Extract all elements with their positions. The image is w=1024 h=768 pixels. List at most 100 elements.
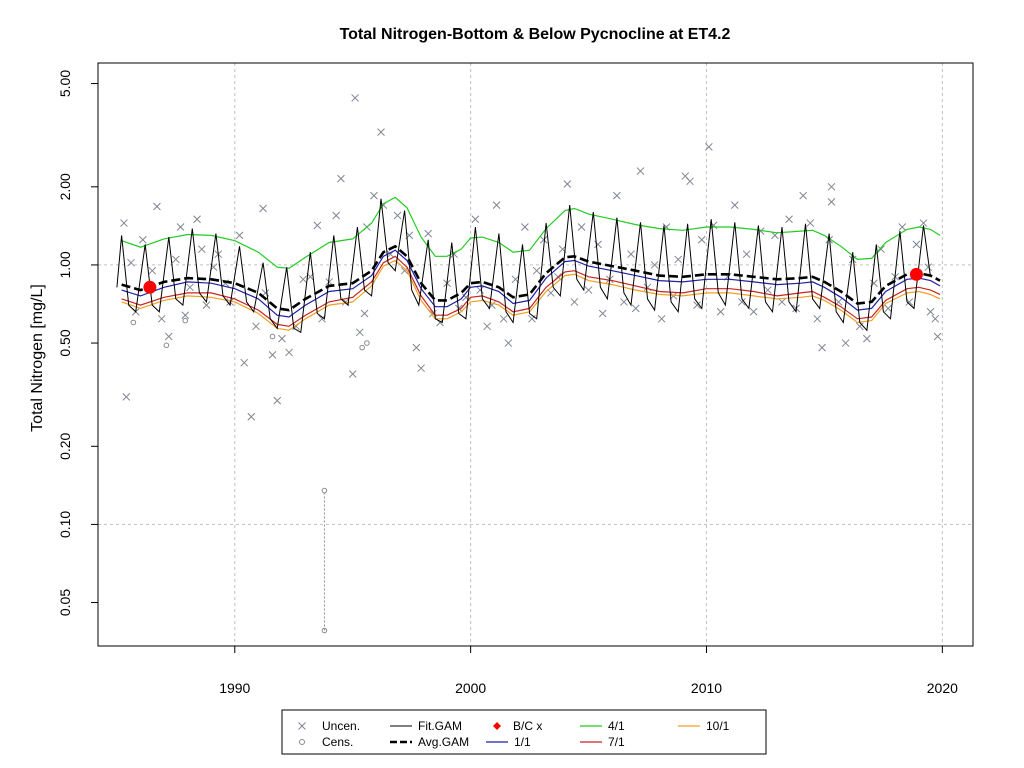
uncensored-point-stroke	[933, 332, 942, 341]
uncensored-point-stroke	[827, 182, 836, 191]
uncensored-point	[806, 219, 815, 227]
legend-cens-label: Cens.	[322, 735, 353, 749]
uncensored-point	[171, 255, 180, 264]
uncensored-point-stroke	[325, 278, 333, 286]
uncensored-point-stroke	[186, 283, 194, 292]
uncensored-point-stroke	[785, 215, 793, 224]
uncensored-point	[393, 211, 402, 220]
uncensored-point-stroke	[424, 229, 433, 238]
uncensored-point	[504, 339, 513, 347]
x-tick-label: 2020	[927, 680, 958, 696]
uncensored-point-stroke	[476, 286, 484, 294]
uncensored-point	[157, 314, 166, 323]
uncensored-point-stroke	[247, 412, 256, 421]
legend-uncen-symbol	[298, 722, 306, 730]
uncensored-point-stroke	[153, 202, 161, 211]
censored-point	[163, 342, 170, 349]
uncensored-point	[650, 261, 659, 269]
series-line-4-1	[121, 196, 941, 270]
uncensored-point	[704, 143, 713, 151]
uncensored-point-stroke	[884, 304, 892, 313]
uncensored-point-stroke	[278, 334, 286, 343]
uncensored-point	[499, 314, 508, 323]
uncensored-point-stroke	[818, 343, 826, 352]
uncensored-point	[476, 286, 484, 294]
uncensored-point-stroke	[299, 275, 308, 284]
uncensored-point-stroke	[351, 94, 359, 102]
uncensored-point-stroke	[693, 301, 701, 309]
uncensored-point	[594, 240, 602, 249]
uncensored-point	[613, 191, 621, 200]
uncensored-point-stroke	[546, 289, 555, 297]
uncensored-point-stroke	[120, 219, 128, 227]
uncensored-point	[785, 215, 793, 224]
uncensored-point-stroke	[905, 298, 914, 306]
y-tick-label: 0.10	[57, 511, 73, 538]
uncensored-point-stroke	[674, 255, 683, 264]
uncensored-point-stroke	[577, 223, 586, 231]
uncensored-point	[360, 309, 369, 318]
uncensored-point-stroke	[806, 219, 815, 227]
uncensored-point-stroke	[620, 298, 628, 306]
uncensored-point	[278, 334, 286, 343]
legend-uncen-symbol-stroke	[298, 722, 306, 730]
uncensored-point	[127, 258, 135, 267]
uncensored-point	[863, 334, 871, 343]
uncensored-point-stroke	[686, 177, 694, 186]
uncensored-point-stroke	[360, 309, 369, 318]
bc-point	[143, 280, 157, 294]
uncensored-point-stroke	[841, 339, 850, 347]
uncensored-point-stroke	[681, 172, 690, 180]
uncensored-point	[337, 174, 345, 183]
uncensored-point	[598, 309, 607, 318]
uncensored-point-stroke	[181, 311, 190, 320]
censored-point	[182, 317, 189, 324]
y-tick-label: 1.00	[57, 251, 73, 278]
uncensored-point-stroke	[521, 223, 529, 231]
uncensored-point-stroke	[738, 298, 746, 306]
legend-4-1-label: 4/1	[608, 719, 625, 733]
censored-point	[359, 344, 365, 351]
x-tick-label: 2000	[455, 680, 486, 696]
uncensored-point-stroke	[197, 245, 206, 254]
uncensored-point-stroke	[613, 191, 621, 200]
legend-uncen-label: Uncen.	[322, 719, 360, 733]
uncensored-point	[532, 266, 541, 275]
uncensored-point-stroke	[285, 348, 293, 357]
uncensored-point	[197, 245, 206, 254]
uncensored-point	[348, 370, 357, 378]
legend-bc-label: B/C x	[513, 719, 542, 733]
uncensored-point	[471, 215, 480, 224]
uncensored-point-stroke	[348, 370, 357, 378]
uncensored-point	[483, 322, 492, 331]
y-tick-label: 0.05	[57, 589, 73, 616]
uncensored-point-stroke	[716, 307, 725, 316]
uncensored-point	[186, 283, 194, 292]
uncensored-point-stroke	[825, 235, 833, 244]
uncensored-point	[813, 314, 822, 323]
uncensored-point-stroke	[377, 128, 385, 136]
x-tick-label: 1990	[219, 680, 250, 696]
uncensored-point-stroke	[332, 211, 341, 220]
legend-bc-symbol	[493, 722, 501, 730]
uncensored-point	[164, 332, 173, 341]
censored-point	[269, 333, 276, 340]
uncensored-point	[827, 182, 836, 191]
uncensored-point-stroke	[504, 339, 513, 347]
uncensored-point-stroke	[657, 314, 666, 323]
uncensored-point	[570, 298, 579, 306]
uncensored-point	[138, 235, 147, 244]
uncensored-point	[370, 191, 378, 200]
uncensored-point	[716, 307, 725, 316]
uncensored-point	[268, 351, 277, 359]
uncensored-point	[818, 343, 826, 352]
series-line-1-1	[121, 249, 941, 318]
uncensored-point	[697, 235, 706, 244]
uncensored-point-stroke	[697, 235, 706, 244]
uncensored-point	[226, 298, 234, 306]
y-tick-label: 5.00	[57, 70, 73, 97]
uncensored-point-stroke	[226, 298, 234, 306]
uncensored-point-stroke	[704, 143, 713, 151]
uncensored-point	[827, 198, 836, 206]
uncensored-point	[577, 223, 586, 231]
